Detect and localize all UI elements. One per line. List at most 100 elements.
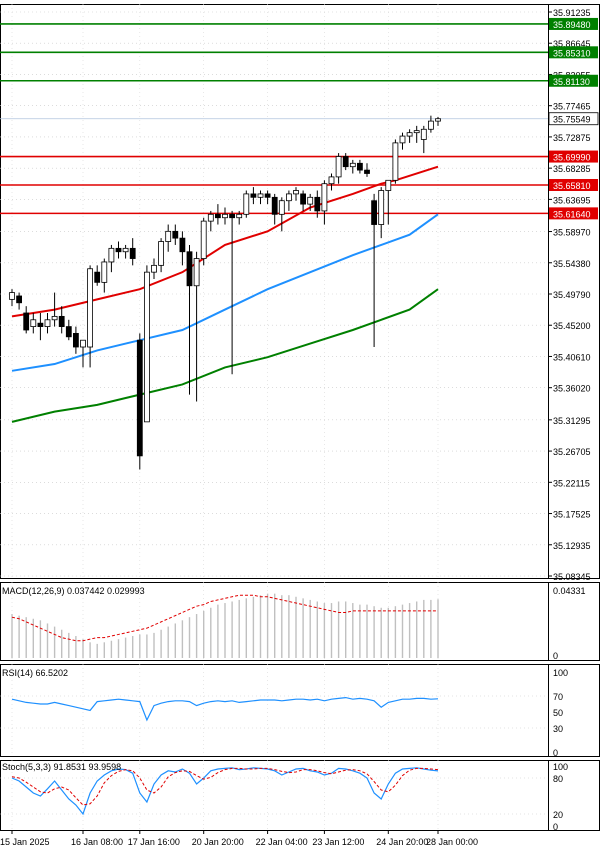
candle: [427, 115, 434, 133]
candle: [165, 224, 172, 252]
main-y-tick-label: 35.63695: [553, 195, 591, 205]
candle: [58, 306, 65, 334]
level-label: 35.81130: [553, 77, 590, 87]
candle: [399, 132, 406, 150]
candle-body: [179, 237, 186, 253]
candle: [349, 159, 356, 174]
x-tick-label: 28 Jan 00:00: [426, 837, 478, 847]
candle: [356, 159, 363, 174]
main-y-tick-label: 35.54380: [553, 259, 591, 269]
candle: [392, 139, 399, 184]
level-label: 35.69990: [553, 153, 591, 163]
candle: [364, 163, 370, 177]
candle-body: [16, 295, 23, 304]
candle-body: [371, 200, 378, 225]
candle-body: [420, 128, 427, 140]
stoch-d-line: [11, 767, 439, 806]
candle: [314, 190, 321, 218]
candle: [300, 190, 307, 211]
candle: [307, 193, 314, 211]
candle: [406, 129, 413, 143]
x-tick-label: 15 Jan 2025: [0, 837, 50, 847]
candle-body: [165, 230, 172, 242]
candle: [200, 217, 207, 266]
candle: [321, 180, 328, 225]
candle: [250, 187, 257, 205]
level-label-bg: [549, 17, 598, 30]
main-y-tick-label: 35.22115: [553, 478, 590, 488]
main-y-tick-label: 35.68285: [553, 164, 591, 174]
main-y-tick-label: 35.31295: [553, 416, 591, 426]
main-y-tick-label: 35.77465: [553, 102, 591, 112]
candle-body: [122, 247, 129, 253]
candle: [108, 244, 115, 273]
candle: [328, 173, 335, 191]
candle-body: [278, 200, 285, 215]
level-label: 35.89480: [553, 20, 591, 30]
candle: [378, 187, 385, 239]
main-y-tick-label: 35.49790: [553, 290, 591, 300]
candle-body: [349, 162, 356, 168]
candle-body: [51, 315, 58, 321]
stoch-k-line: [11, 767, 439, 816]
candle-body: [264, 193, 271, 198]
candle-body: [378, 190, 385, 225]
candle: [222, 207, 228, 225]
main-y-tick-label: 35.08345: [553, 572, 591, 582]
candle-body: [427, 120, 434, 130]
candle-body: [80, 339, 86, 348]
main-y-tick-label: 35.40610: [553, 352, 591, 362]
main-y-tick-label: 35.86645: [553, 39, 591, 49]
main-y-tick-label: 35.58970: [553, 228, 591, 238]
candle-body: [65, 326, 72, 338]
candle: [51, 292, 58, 327]
candle-body: [342, 156, 349, 168]
x-tick-label: 24 Jan 20:00: [376, 837, 428, 847]
candle-body: [435, 118, 441, 122]
candle: [9, 289, 15, 307]
candle: [94, 265, 101, 286]
rsi-y-tick-label: 0: [553, 748, 558, 758]
main-y-tick-label: 35.12935: [553, 541, 591, 551]
candle-body: [23, 312, 30, 331]
candle: [214, 204, 221, 225]
candle-body: [115, 247, 122, 253]
candle-body: [250, 193, 257, 198]
candle: [264, 190, 271, 205]
candle-body: [9, 292, 15, 300]
candle-body: [392, 142, 399, 181]
candle: [186, 244, 193, 395]
candle: [101, 258, 108, 293]
candle-body: [300, 193, 307, 205]
candle: [193, 251, 200, 402]
candle-body: [207, 213, 214, 222]
candle-body: [44, 319, 51, 327]
candle: [151, 258, 157, 279]
candle-body: [94, 271, 101, 283]
candle: [229, 210, 236, 375]
candle: [87, 265, 93, 368]
candle: [143, 265, 150, 423]
candle-body: [193, 258, 200, 287]
candle-body: [200, 220, 207, 259]
rsi-y-tick-label: 30: [553, 724, 563, 734]
candle-body: [364, 169, 370, 174]
candle-body: [236, 213, 243, 219]
candle: [23, 306, 30, 334]
candle-body: [30, 319, 37, 327]
candle-body: [151, 264, 157, 273]
candle: [37, 312, 44, 341]
candle-body: [186, 251, 193, 287]
x-tick-label: 16 Jan 08:00: [71, 837, 123, 847]
rsi-line: [11, 696, 439, 722]
candle-body: [285, 193, 292, 202]
main-y-tick-label: 35.45200: [553, 321, 591, 331]
candle: [293, 187, 299, 201]
candle-body: [328, 176, 335, 185]
candle: [371, 193, 378, 348]
x-tick-label: 20 Jan 20:00: [192, 837, 244, 847]
stoch-y-tick-label: 0: [553, 822, 558, 832]
candle: [158, 238, 165, 273]
macd-label: MACD(12,26,9) 0.037442 0.029993: [2, 586, 145, 596]
